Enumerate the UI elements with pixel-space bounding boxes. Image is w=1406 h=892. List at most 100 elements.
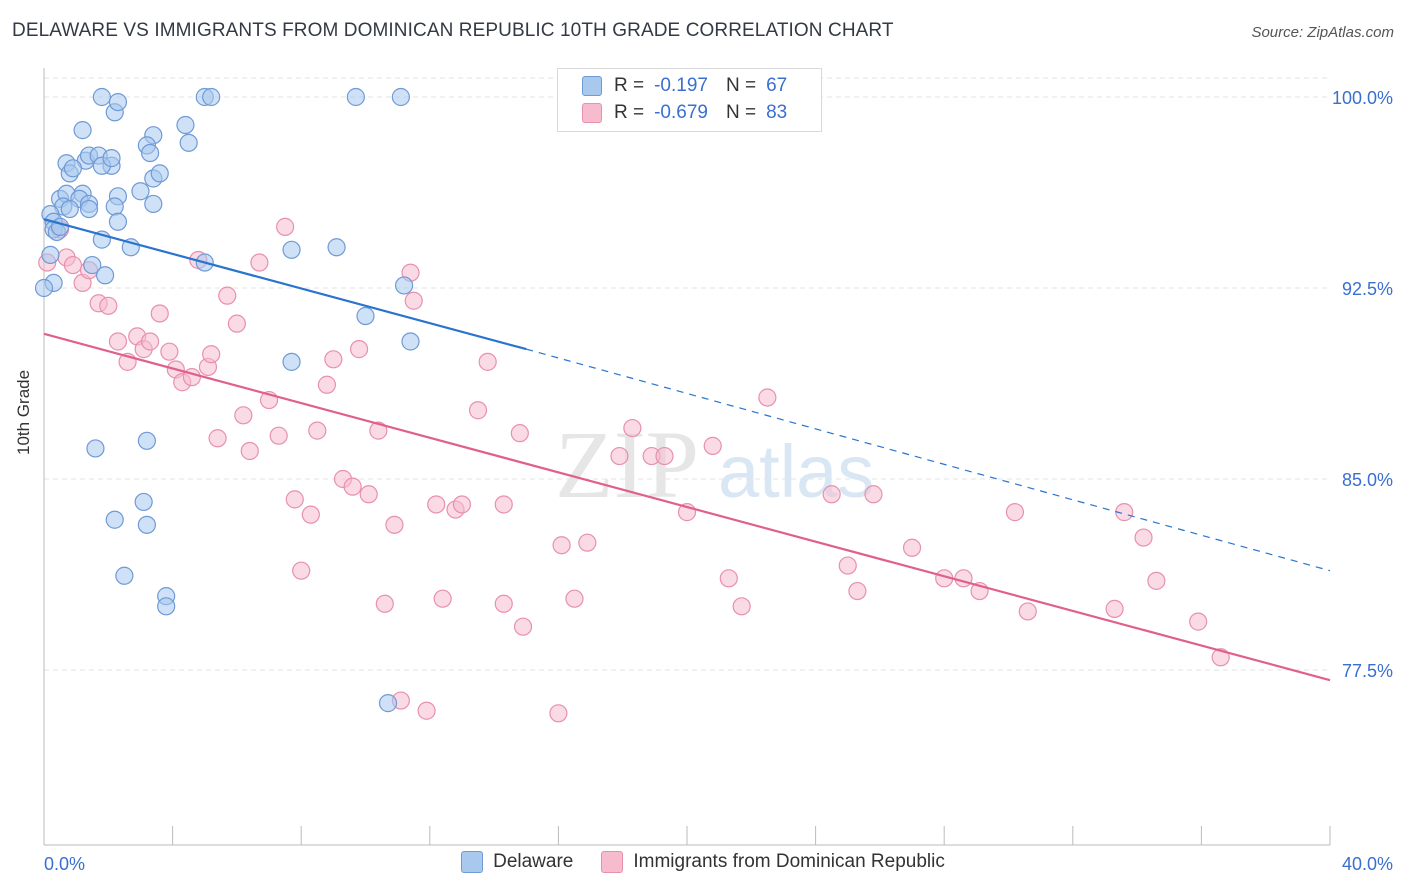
y-tick-label: 92.5% — [1342, 279, 1393, 299]
delaware-point — [63, 159, 83, 178]
delaware-point — [105, 510, 124, 529]
dominican-point — [565, 589, 584, 608]
n-value: 83 — [766, 102, 788, 123]
delaware-trend-extension — [526, 348, 1331, 572]
dominican-point — [276, 217, 295, 236]
dominican-point — [494, 495, 513, 514]
trend-layer — [43, 218, 1331, 682]
dominican-point — [864, 485, 883, 504]
dominican-point — [308, 421, 327, 440]
delaware-point — [401, 332, 420, 351]
dominican-point — [494, 594, 513, 613]
dominican-point — [610, 446, 629, 466]
delaware-point — [108, 92, 128, 112]
dominican-point — [240, 441, 259, 461]
r-label: R = — [614, 75, 645, 96]
dominican-point — [63, 255, 83, 275]
delaware-point — [327, 238, 346, 257]
dominican-point — [343, 477, 362, 496]
dominican-point — [375, 594, 394, 613]
legend-label-dominican: Immigrants from Dominican Republic — [633, 851, 945, 872]
dominican-point — [510, 424, 529, 443]
dominican-point — [99, 296, 118, 315]
delaware-point — [150, 164, 169, 183]
dominican-point — [427, 495, 446, 514]
x-tick-label-start: 0.0% — [44, 854, 85, 874]
delaware-legend-swatch — [461, 851, 484, 873]
delaware-point — [157, 597, 176, 616]
axis-layer — [43, 68, 1331, 846]
delaware-point — [356, 306, 375, 326]
delaware-point — [176, 115, 195, 135]
delaware-point — [391, 87, 410, 107]
delaware-point — [137, 515, 156, 534]
y-axis-label: 10th Grade — [14, 369, 33, 455]
delaware-point — [378, 694, 398, 713]
delaware-point — [282, 240, 301, 259]
delaware-swatch — [582, 76, 602, 96]
delaware-point — [134, 492, 153, 512]
r-label: R = — [614, 102, 645, 123]
dominican-point — [1134, 528, 1153, 547]
r-value: -0.679 — [654, 102, 708, 123]
dominican-point — [703, 436, 722, 455]
dominican-point — [1189, 612, 1208, 631]
dominican-point — [838, 556, 857, 575]
dominican-point — [208, 429, 227, 448]
dominican-point — [285, 490, 304, 509]
delaware-point — [202, 87, 221, 107]
dominican-point — [578, 533, 597, 552]
dominican-point — [349, 340, 369, 359]
delaware-trend-line — [43, 218, 527, 351]
delaware-point — [346, 87, 365, 107]
dominican-point — [1018, 602, 1037, 621]
delaware-point — [102, 149, 121, 168]
delaware-point — [115, 566, 134, 585]
dominican-point — [848, 581, 867, 601]
dominican-point — [1147, 571, 1166, 590]
delaware-point — [83, 255, 102, 275]
watermark-atlas: atlas — [718, 430, 874, 513]
dominican-point — [822, 485, 841, 504]
dominican-point — [452, 495, 472, 514]
delaware-point — [73, 121, 92, 140]
stats-legend-row-delaware: R = -0.197 N = 67 — [582, 73, 787, 99]
dominican-point — [385, 515, 404, 534]
legend-item-delaware[interactable]: Delaware — [461, 851, 573, 873]
dominican-point — [269, 426, 288, 445]
dominican-point — [623, 418, 642, 438]
dominican-point — [513, 617, 533, 636]
tick-labels: 77.5% 85.0% 92.5% 100.0% 0.0% 40.0% — [44, 88, 1393, 874]
series-legend: Delaware Immigrants from Dominican Repub… — [0, 851, 1406, 873]
source-note: Source: ZipAtlas.com — [1251, 24, 1394, 41]
delaware-point — [95, 266, 115, 285]
grid-layer — [44, 77, 1330, 671]
dominican-point — [433, 589, 452, 608]
n-label: N = — [725, 75, 757, 96]
dominican-point — [250, 253, 269, 272]
watermark: ZIP atlas — [555, 411, 874, 518]
delaware-point — [34, 278, 54, 298]
dominican-point — [478, 352, 497, 371]
n-label: N = — [725, 102, 757, 123]
dominican-point — [227, 314, 246, 333]
legend-item-dominican[interactable]: Immigrants from Dominican Republic — [601, 851, 945, 873]
n-value: 67 — [766, 75, 788, 96]
delaware-point — [41, 245, 60, 264]
dominican-point — [160, 342, 179, 361]
dominican-point — [552, 536, 571, 555]
points-layer — [34, 87, 1230, 723]
delaware-point — [79, 199, 99, 219]
delaware-point — [131, 182, 150, 201]
dominican-point — [954, 569, 973, 588]
dominican-point — [719, 569, 738, 588]
delaware-point — [108, 212, 128, 231]
delaware-point — [144, 194, 163, 214]
dominican-point — [359, 485, 378, 504]
dominican-point — [369, 421, 388, 440]
delaware-point — [92, 87, 111, 107]
delaware-point — [179, 133, 198, 152]
dominican-trend-line — [43, 332, 1331, 682]
stats-legend: R = -0.197 N = 67 R = -0.679 N = 83 — [557, 68, 822, 132]
